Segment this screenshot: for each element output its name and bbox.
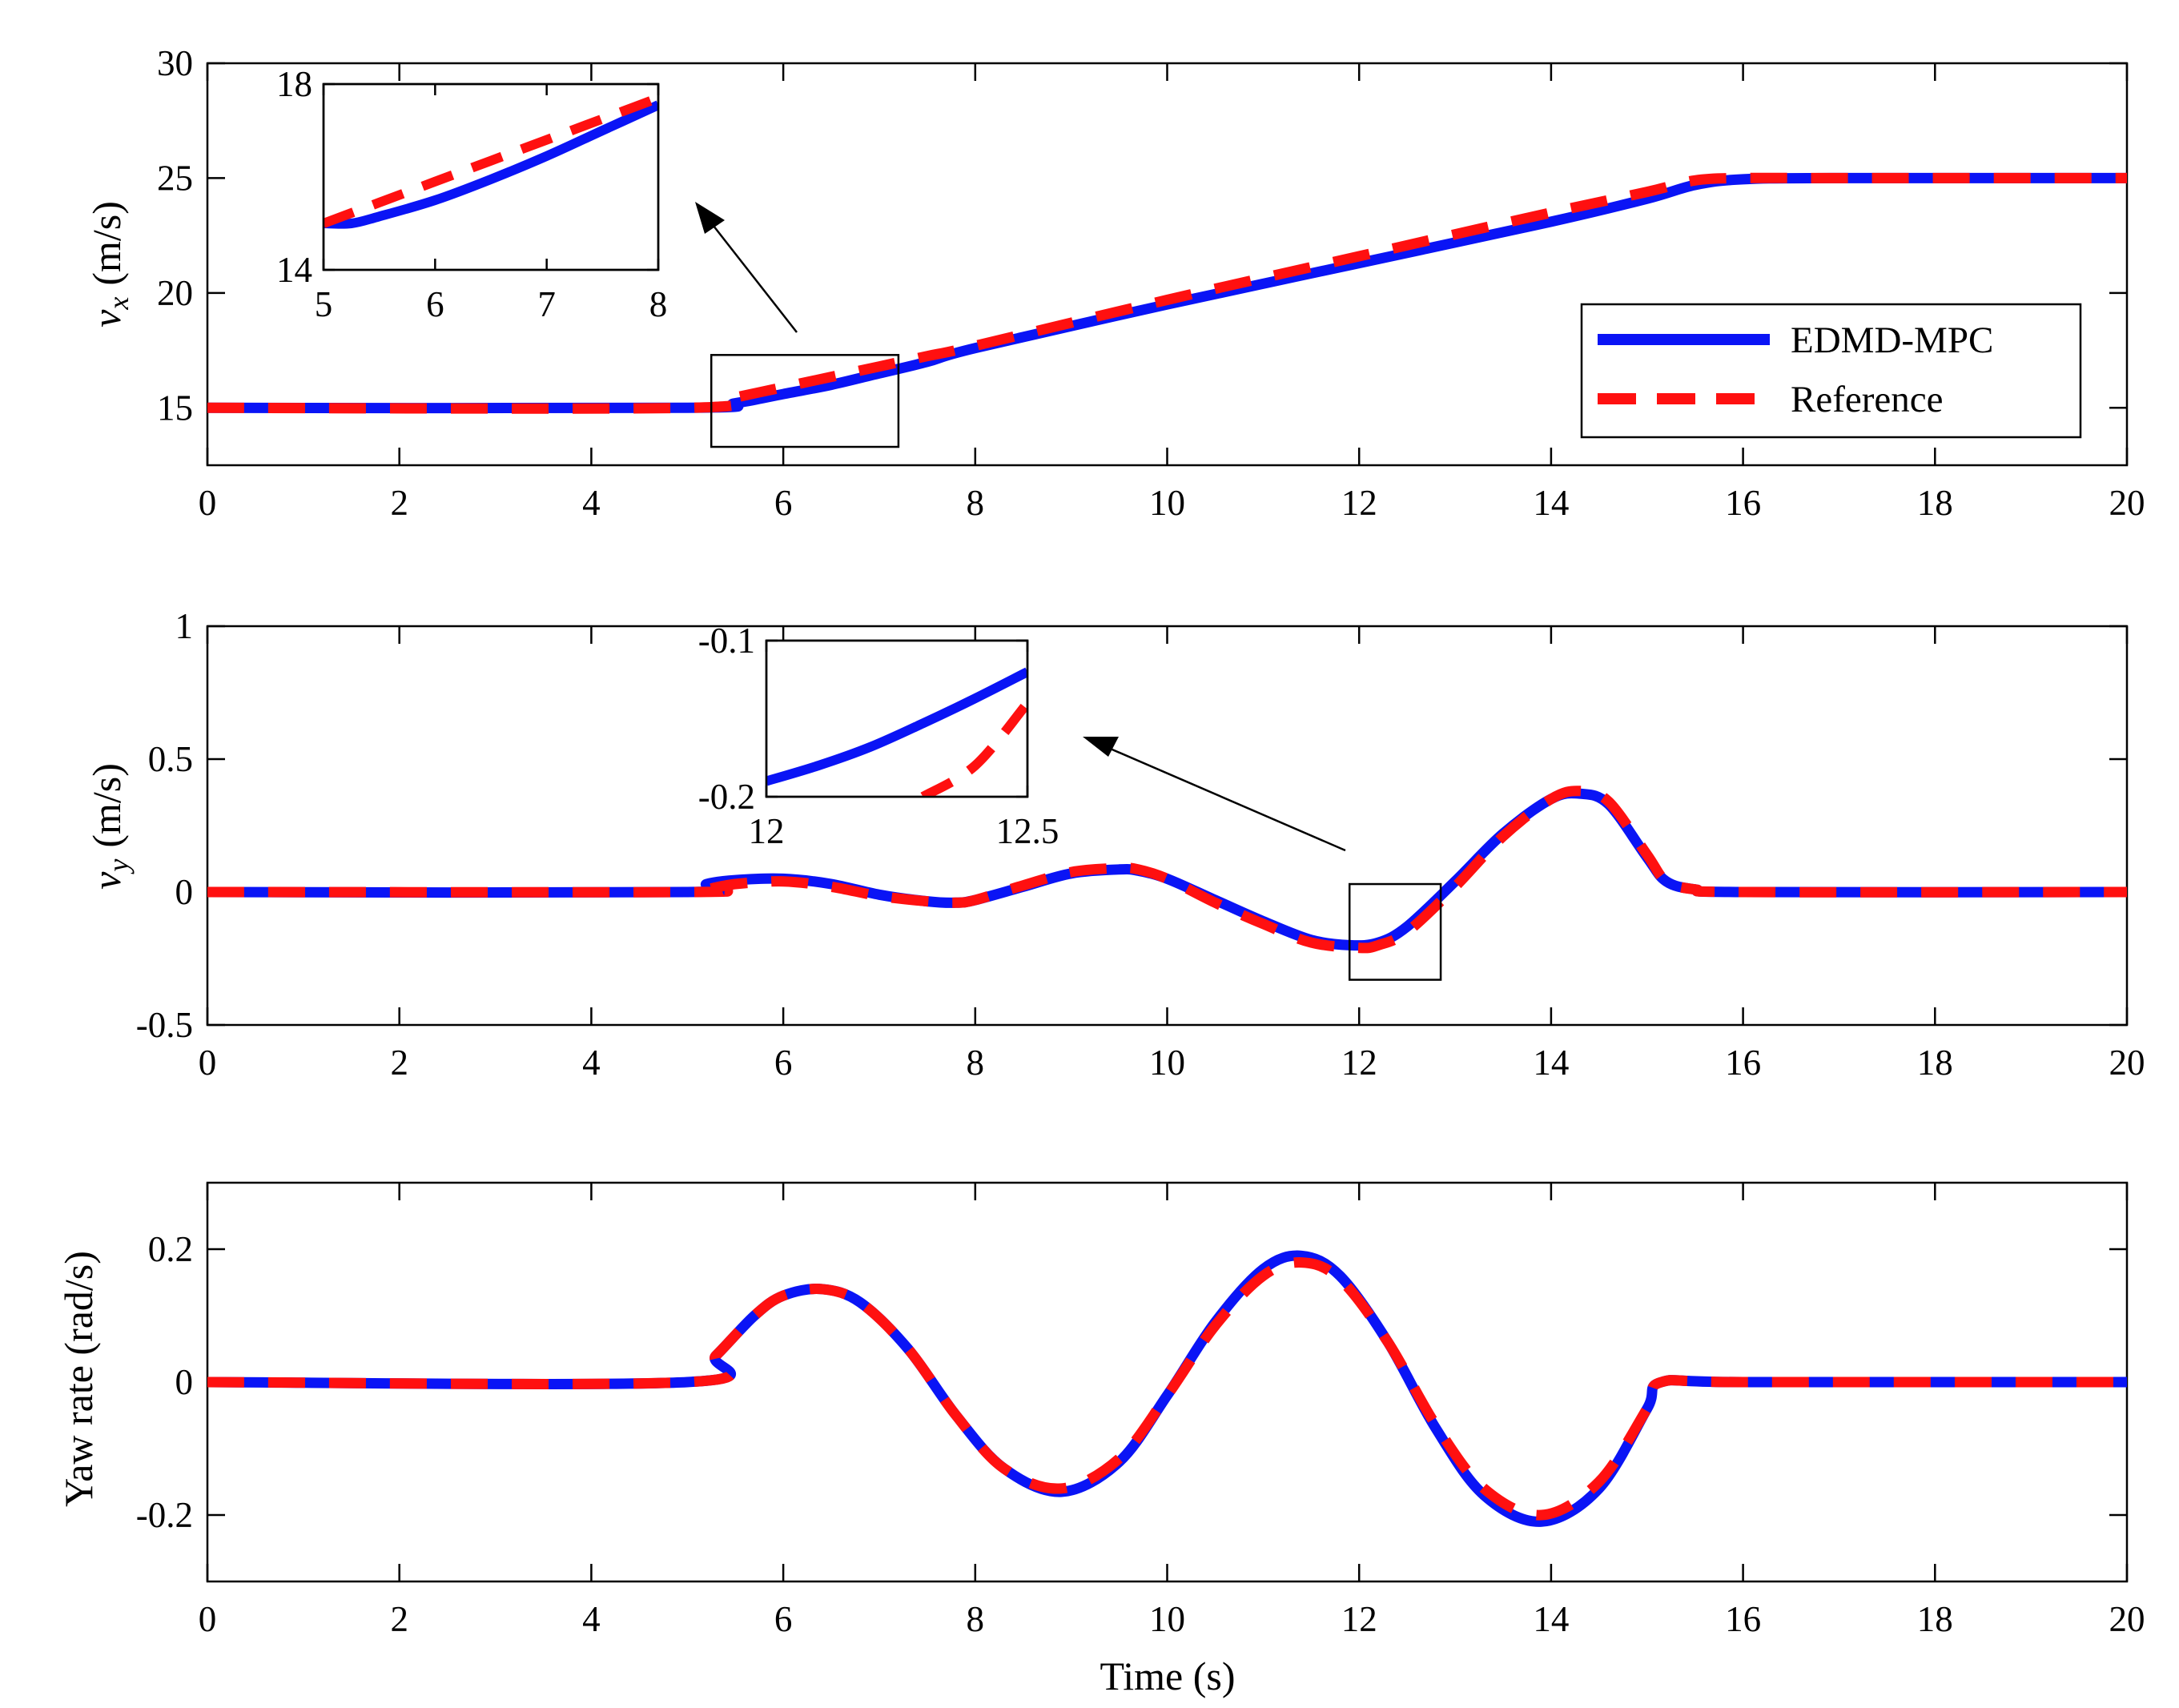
series-group-vx xyxy=(207,172,2127,414)
vx-ytick-label: 15 xyxy=(157,388,193,428)
ylabel-vy-unit: (m/s) xyxy=(84,763,129,848)
vy-xtick-label: 0 xyxy=(199,1043,217,1083)
vy-inset-frame xyxy=(765,639,1029,798)
vx-inset-series-reference xyxy=(324,93,658,228)
zoom-box-vy xyxy=(1348,882,1442,981)
vx-xtick-label: 0 xyxy=(199,483,217,523)
yaw-ytick-label: 0 xyxy=(175,1362,194,1402)
ticks-vy: 0 2 4 6 8 10 12 14 16 18 20-0.500.51 xyxy=(136,606,2145,1083)
ylabel-vx-symbol: v xyxy=(84,309,129,328)
inset-vy: 12 12.5 -0.2 -0.1 xyxy=(698,621,1059,851)
vy-xtick-label: 6 xyxy=(774,1043,793,1083)
ylabel-yaw: Yaw rate (rad/s) xyxy=(56,1251,101,1507)
series-group-vy xyxy=(207,786,2127,954)
panel-yaw: 0 2 4 6 8 10 12 14 16 18 20 -0.2 0 0.2 Yaw rate (rad/… xyxy=(56,1181,2145,1698)
ylabel-vy-subscript: y xyxy=(103,859,135,874)
yaw-xtick-label: 20 xyxy=(2109,1599,2145,1639)
vx-inset-ytick-label: 14 xyxy=(276,250,312,290)
zoom-arrow-vy xyxy=(1100,743,1346,852)
vx-xtick-label: 18 xyxy=(1917,483,1953,523)
vx-inset-series-edmd-mpc xyxy=(324,100,658,229)
legend: EDMD-MPC Reference xyxy=(1580,303,2082,439)
vx-inset-xtick-label: 7 xyxy=(537,284,556,324)
vx-xtick-label: 20 xyxy=(2109,483,2145,523)
vx-xtick-label: 14 xyxy=(1533,483,1569,523)
vx-xtick-label: 6 xyxy=(774,483,793,523)
vx-xtick-label: 16 xyxy=(1725,483,1761,523)
vy-xtick-label: 4 xyxy=(582,1043,601,1083)
ylabel-vy-symbol: v xyxy=(84,871,129,890)
vx-inset-xtick-label: 6 xyxy=(426,284,444,324)
vy-ytick-label: 0 xyxy=(175,872,194,912)
vy-xtick-label: 14 xyxy=(1533,1043,1569,1083)
vx-series-reference xyxy=(207,172,2127,414)
yaw-ytick-label: 0.2 xyxy=(148,1229,193,1269)
yaw-xtick-label: 12 xyxy=(1341,1599,1377,1639)
panel-vy: 0 2 4 6 8 10 12 14 16 18 20-0.500.51 vy(m/s) 12 12.… xyxy=(84,606,2145,1083)
vy-ytick-label: 1 xyxy=(175,606,194,646)
vy-inset-ytick-label: -0.2 xyxy=(698,777,755,817)
vy-ytick-label: -0.5 xyxy=(136,1005,193,1045)
vy-xtick-label: 10 xyxy=(1149,1043,1185,1083)
ylabel-vx-subscript: x xyxy=(103,297,135,311)
vy-inset-xtick-label: 12.5 xyxy=(996,811,1059,851)
vy-inset-series-reference xyxy=(920,700,1027,797)
vy-xtick-label: 18 xyxy=(1917,1043,1953,1083)
vy-xtick-label: 2 xyxy=(390,1043,408,1083)
panel-vx: 0 2 4 6 8 10 12 14 16 18 20 15 20 25 30 vx (m/s) 5 6 7 8 14… xyxy=(84,43,2145,523)
vy-inset-ytick-label: -0.1 xyxy=(698,621,755,661)
ticks-vx: 0 2 4 6 8 10 12 14 16 18 20 15 20 25 30 xyxy=(157,43,2145,523)
yaw-xtick-label: 8 xyxy=(967,1599,985,1639)
ylabel-vx-unit: (m/s) xyxy=(84,201,129,286)
vx-xtick-label: 10 xyxy=(1149,483,1185,523)
yaw-xtick-label: 14 xyxy=(1533,1599,1569,1639)
vx-ytick-label: 30 xyxy=(157,43,193,83)
yaw-xtick-label: 6 xyxy=(774,1599,793,1639)
zoom-arrow-vx xyxy=(704,214,798,333)
vx-xtick-label: 4 xyxy=(582,483,601,523)
vx-inset-xtick-label: 5 xyxy=(315,284,333,324)
legend-label-edmd-mpc: EDMD-MPC xyxy=(1791,319,1993,361)
ticks-yaw: 0 2 4 6 8 10 12 14 16 18 20 -0.2 0 0.2 xyxy=(136,1183,2145,1639)
legend-label-reference: Reference xyxy=(1791,379,1943,420)
vx-xtick-label: 12 xyxy=(1341,483,1377,523)
vy-xtick-label: 16 xyxy=(1725,1043,1761,1083)
vx-ytick-label: 25 xyxy=(157,158,193,198)
vy-xtick-label: 12 xyxy=(1341,1043,1377,1083)
vx-inset-xtick-label: 8 xyxy=(649,284,668,324)
yaw-ytick-label: -0.2 xyxy=(136,1495,193,1535)
vx-xtick-label: 2 xyxy=(390,483,408,523)
yaw-xtick-label: 18 xyxy=(1917,1599,1953,1639)
zoom-box-vx xyxy=(710,354,900,448)
xlabel-yaw: Time (s) xyxy=(1100,1654,1235,1698)
yaw-xtick-label: 10 xyxy=(1149,1599,1185,1639)
vx-ytick-label: 20 xyxy=(157,273,193,313)
yaw-series-reference xyxy=(207,1257,2127,1521)
vy-xtick-label: 8 xyxy=(967,1043,985,1083)
vy-xtick-label: 20 xyxy=(2109,1043,2145,1083)
yaw-xtick-label: 16 xyxy=(1725,1599,1761,1639)
zoom-arrowhead-vy xyxy=(1083,737,1119,757)
vx-xtick-label: 8 xyxy=(967,483,985,523)
inset-vx: 5 6 7 8 14 18 xyxy=(276,64,667,324)
zoom-arrowhead-vx xyxy=(695,202,725,234)
vx-inset-ytick-label: 18 xyxy=(276,64,312,104)
vy-ytick-label: 0.5 xyxy=(148,739,193,779)
series-group-yaw xyxy=(207,1250,2127,1527)
legend-box xyxy=(1580,303,2082,439)
yaw-xtick-label: 4 xyxy=(582,1599,601,1639)
vy-inset-series-edmd-mpc xyxy=(766,667,1027,786)
yaw-xtick-label: 0 xyxy=(199,1599,217,1639)
vy-inset-xtick-label: 12 xyxy=(749,811,785,851)
vy-series-reference xyxy=(207,786,2127,954)
vx-inset-frame xyxy=(322,82,660,271)
ylabel-vy: vy (m/s) xyxy=(84,763,135,890)
ylabel-vx: vx (m/s) xyxy=(84,201,135,328)
yaw-xtick-label: 2 xyxy=(390,1599,408,1639)
